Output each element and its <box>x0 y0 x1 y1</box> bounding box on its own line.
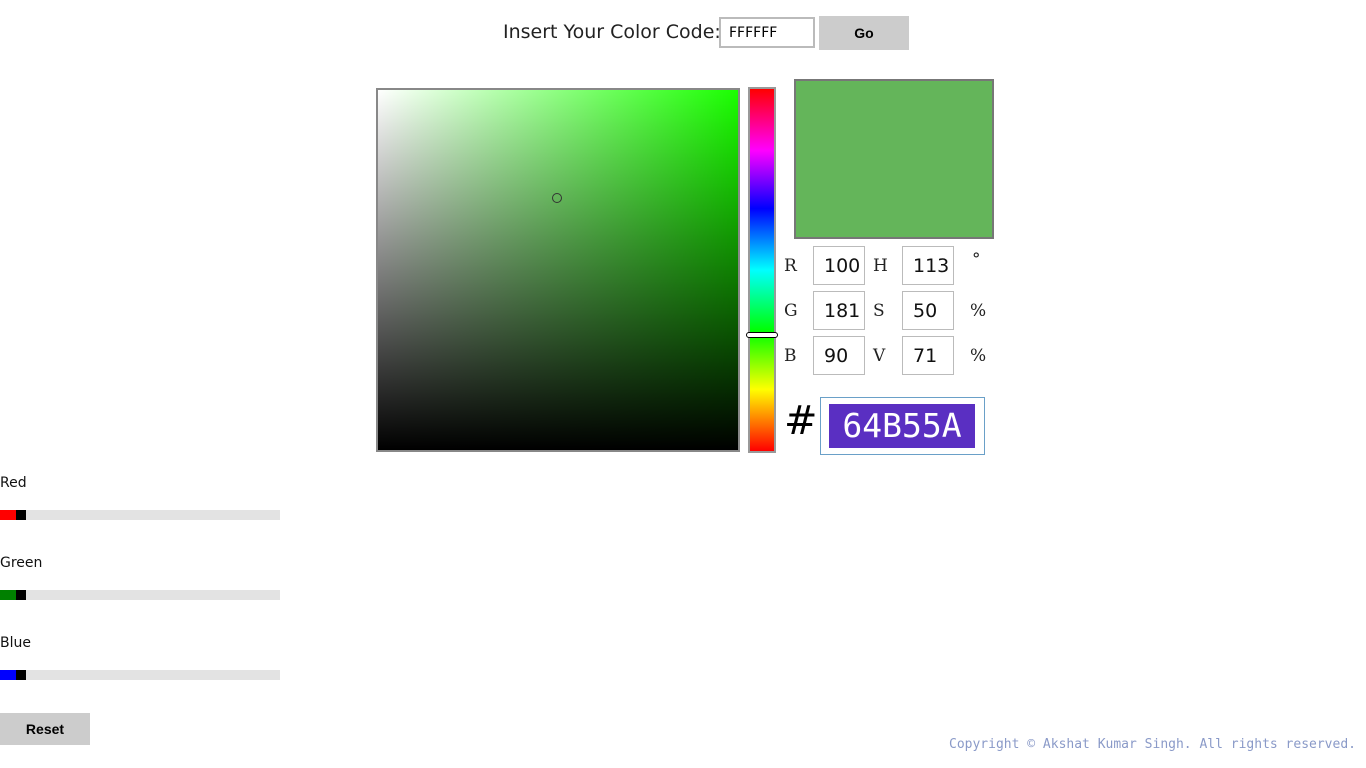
color-code-input[interactable] <box>719 17 815 48</box>
green-slider-thumb[interactable] <box>16 590 27 600</box>
red-slider[interactable] <box>0 510 280 520</box>
reset-button[interactable]: Reset <box>0 713 90 745</box>
r-input[interactable]: 100 <box>813 246 865 285</box>
r-label: R <box>784 256 797 276</box>
blue-slider-label: Blue <box>0 635 31 651</box>
s-input[interactable]: 50 <box>902 291 954 330</box>
h-unit: ° <box>972 250 981 270</box>
red-slider-thumb[interactable] <box>16 510 27 520</box>
hex-value[interactable]: 64B55A <box>829 404 975 448</box>
green-slider-fill <box>0 590 17 600</box>
go-button[interactable]: Go <box>819 16 909 50</box>
blue-slider-thumb[interactable] <box>16 670 27 680</box>
saturation-value-area[interactable] <box>376 88 740 452</box>
green-slider-label: Green <box>0 555 43 571</box>
v-label: V <box>873 346 886 366</box>
color-preview <box>794 79 994 239</box>
h-label: H <box>873 256 888 276</box>
red-slider-label: Red <box>0 475 27 491</box>
hash-label: # <box>784 398 818 444</box>
g-label: G <box>784 301 798 321</box>
blue-slider[interactable] <box>0 670 280 680</box>
blue-slider-fill <box>0 670 17 680</box>
b-label: B <box>784 346 797 366</box>
v-unit: % <box>970 346 987 366</box>
s-label: S <box>873 301 885 321</box>
s-unit: % <box>970 301 987 321</box>
h-input[interactable]: 113 <box>902 246 954 285</box>
sv-cursor[interactable] <box>552 193 562 203</box>
hue-slider-thumb[interactable] <box>746 332 778 338</box>
hue-slider[interactable] <box>748 87 776 453</box>
b-input[interactable]: 90 <box>813 336 865 375</box>
g-input[interactable]: 181 <box>813 291 865 330</box>
red-slider-fill <box>0 510 17 520</box>
v-input[interactable]: 71 <box>902 336 954 375</box>
hex-input[interactable] <box>820 397 985 455</box>
green-slider[interactable] <box>0 590 280 600</box>
color-code-label: Insert Your Color Code: <box>503 21 721 43</box>
copyright-footer: Copyright © Akshat Kumar Singh. All righ… <box>949 737 1356 752</box>
